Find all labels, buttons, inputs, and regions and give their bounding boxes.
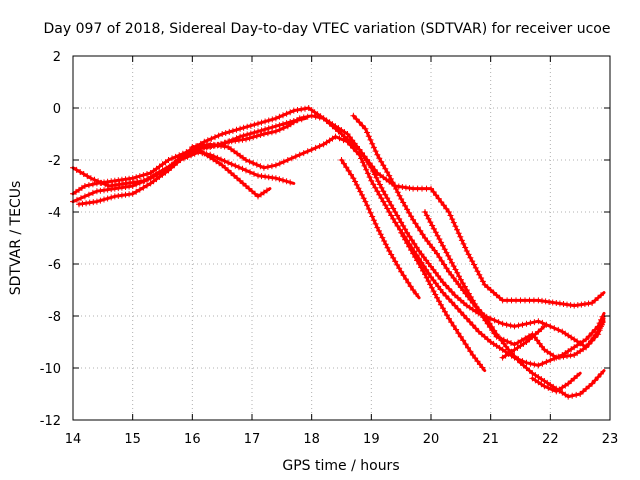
y-tick-label: -12 — [40, 414, 61, 429]
x-tick-label: 23 — [602, 432, 619, 447]
y-tick-label: -10 — [40, 362, 61, 377]
x-tick-label: 21 — [482, 432, 499, 447]
series-track-8 — [338, 157, 421, 300]
x-tick-label: 22 — [542, 432, 559, 447]
series-line — [190, 114, 606, 349]
x-tick-label: 20 — [423, 432, 440, 447]
series-track-1 — [70, 105, 606, 309]
series-markers — [422, 209, 606, 361]
x-tick-label: 16 — [184, 432, 201, 447]
y-tick-labels: 2 0 -2 -4 -6 -8 -10 -12 — [40, 50, 61, 429]
x-tick-label: 19 — [363, 432, 380, 447]
y-tick-label: 0 — [53, 102, 61, 117]
series-track-12 — [529, 371, 582, 395]
series-track-10 — [422, 209, 606, 361]
x-axis-label: GPS time / hours — [282, 458, 399, 474]
series-line — [423, 210, 606, 360]
y-tick-label: -8 — [48, 310, 61, 325]
x-tick-labels: 14 15 16 17 18 19 20 21 22 23 — [65, 432, 619, 447]
series-track-3 — [70, 149, 296, 189]
series-markers — [76, 146, 270, 208]
chart-title: Day 097 of 2018, Sidereal Day-to-day VTE… — [44, 21, 611, 37]
y-tick-label: -4 — [48, 206, 61, 221]
series-layer — [70, 105, 606, 400]
series-markers — [499, 326, 545, 361]
y-tick-label: -2 — [48, 154, 61, 169]
axis-ticks — [72, 55, 611, 421]
series-track-11 — [499, 324, 546, 361]
y-axis-label: SDTVAR / TECUs — [8, 181, 24, 296]
series-markers — [338, 157, 420, 297]
series-markers — [398, 229, 486, 371]
x-tick-label: 17 — [244, 432, 261, 447]
y-tick-label: 2 — [53, 50, 61, 65]
series-track-9 — [398, 229, 487, 373]
x-tick-label: 14 — [65, 432, 82, 447]
series-markers — [529, 372, 581, 395]
series-markers — [189, 133, 606, 369]
grid-lines — [73, 56, 610, 420]
x-tick-label: 18 — [303, 432, 320, 447]
x-tick-label: 15 — [124, 432, 141, 447]
plot-frame — [72, 55, 611, 421]
series-markers — [70, 105, 604, 309]
y-tick-label: -6 — [48, 258, 61, 273]
